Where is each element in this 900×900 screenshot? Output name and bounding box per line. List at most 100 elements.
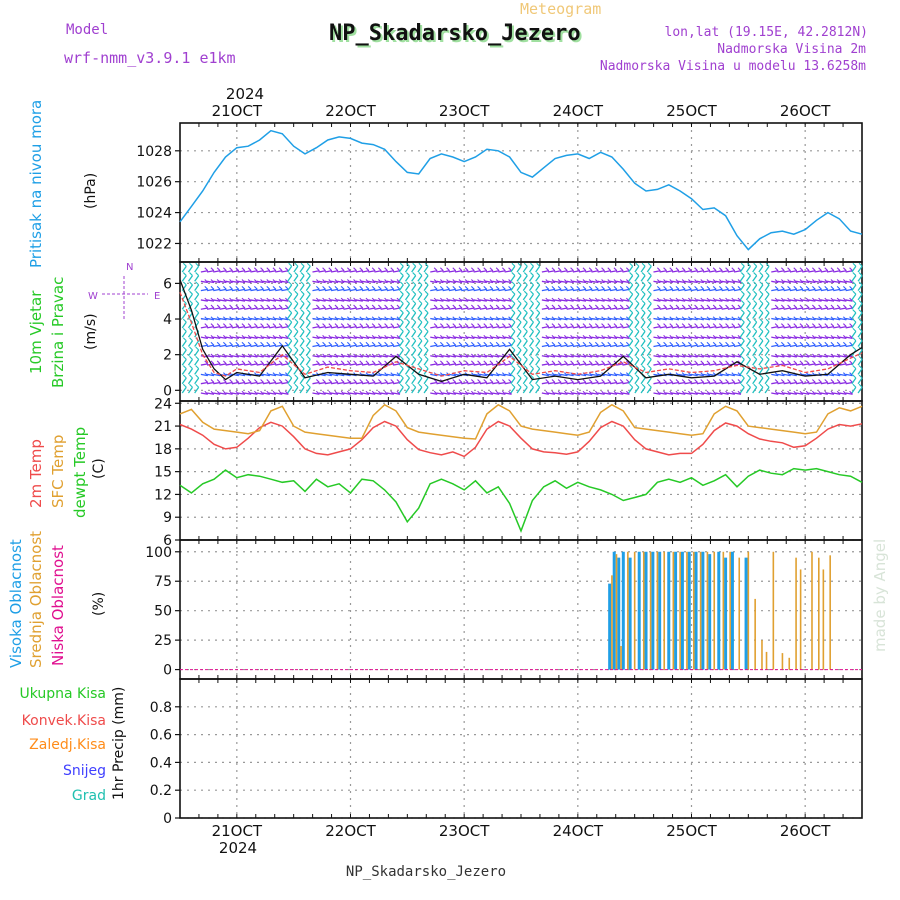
wind-arrow xyxy=(231,336,239,340)
wind-arrow-head xyxy=(818,334,822,339)
wind-arrow xyxy=(404,386,411,394)
wind-arrow xyxy=(547,355,556,358)
ytick-label: 6 xyxy=(163,533,172,549)
wind-arrow xyxy=(187,386,194,394)
wind-arrow-head xyxy=(818,267,822,272)
wind-arrow-head xyxy=(858,355,863,360)
wind-arrow-head xyxy=(647,346,652,351)
wind-arrow-head xyxy=(694,304,698,309)
wind-arrow-head xyxy=(774,360,779,365)
wind-arrow-head xyxy=(576,297,581,302)
wind-arrow xyxy=(293,312,299,319)
wind-arrow xyxy=(696,325,704,329)
wind-arrow-head xyxy=(495,286,500,290)
wind-arrow-head xyxy=(774,316,779,321)
wind-arrow xyxy=(857,312,863,319)
altitude-label: Nadmorska Visina 2m xyxy=(717,42,866,57)
wind-arrow xyxy=(454,299,463,302)
wind-arrow xyxy=(591,373,599,377)
wind-arrow-head xyxy=(694,341,698,346)
wind-arrow-head xyxy=(765,262,770,267)
wind-arrow-head xyxy=(477,341,481,346)
wind-arrow-head xyxy=(551,341,556,346)
wind-arrow xyxy=(442,392,450,395)
wind-arrow-head xyxy=(477,334,481,339)
wind-arrow-head xyxy=(687,360,692,365)
wind-arrow-head xyxy=(424,290,429,295)
wind-arrow xyxy=(609,280,618,284)
wind-arrow-head xyxy=(700,353,705,358)
wind-arrow-head xyxy=(306,328,311,332)
wind-arrow-head xyxy=(551,379,556,383)
wind-arrow xyxy=(721,325,729,329)
wind-arrow xyxy=(653,344,661,348)
ytick-label: 0.2 xyxy=(150,783,172,799)
wind-arrow xyxy=(398,265,404,273)
wind-arrow-head xyxy=(278,379,283,383)
wind-arrow-head xyxy=(508,316,512,321)
wind-arrow xyxy=(187,284,194,291)
wind-arrow xyxy=(653,317,661,321)
ylabel-wind-unit: (m/s) xyxy=(83,313,99,350)
wind-arrow xyxy=(305,321,311,329)
wind-arrow-head xyxy=(619,323,624,328)
wind-arrow xyxy=(324,373,332,377)
wind-arrow xyxy=(504,363,512,366)
wind-arrow-head xyxy=(793,379,798,383)
wind-arrow xyxy=(349,288,357,292)
wind-arrow-head xyxy=(390,316,395,321)
wind-arrow-head xyxy=(635,355,640,360)
wind-arrow-head xyxy=(740,262,745,267)
wind-arrow xyxy=(448,336,456,340)
wind-arrow-head xyxy=(641,346,646,351)
wind-arrow xyxy=(603,344,611,348)
wind-arrow xyxy=(795,317,804,321)
wind-arrow xyxy=(783,270,791,273)
wind-arrow-head xyxy=(601,279,605,283)
ytick-label: 24 xyxy=(154,396,172,412)
wind-arrow-head xyxy=(328,323,333,328)
wind-arrow xyxy=(510,312,516,319)
wind-arrow-head xyxy=(346,341,351,346)
wind-arrow xyxy=(622,317,630,321)
wind-arrow xyxy=(739,368,745,375)
wind-arrow xyxy=(244,299,252,302)
wind-arrow xyxy=(609,270,618,273)
wind-arrow xyxy=(585,270,593,273)
wind-arrow xyxy=(498,392,506,395)
wind-arrow xyxy=(696,280,704,284)
wind-arrow-head xyxy=(424,300,429,304)
wind-arrow-head xyxy=(740,337,745,342)
wind-arrow-head xyxy=(588,334,593,339)
wind-arrow-head xyxy=(253,316,258,321)
wind-arrow xyxy=(411,358,417,366)
wind-arrow-head xyxy=(830,379,835,383)
year-bottom: 2024 xyxy=(219,839,257,857)
wind-arrow-head xyxy=(663,286,667,290)
wind-arrow-head xyxy=(508,304,512,309)
wind-arrow-head xyxy=(780,334,785,339)
wind-arrow-head xyxy=(799,267,804,272)
wind-arrow xyxy=(237,317,246,321)
wind-arrow xyxy=(330,299,339,302)
wind-arrow xyxy=(808,344,816,348)
wind-arrow-head xyxy=(501,334,506,339)
ytick-label: 0.8 xyxy=(150,700,172,716)
wind-arrow-head xyxy=(204,379,209,383)
wind-arrow xyxy=(287,284,293,291)
wind-arrow xyxy=(745,386,752,394)
wind-arrow xyxy=(616,344,624,348)
wind-arrow xyxy=(585,288,593,292)
wind-arrow xyxy=(423,312,429,319)
wind-arrow-head xyxy=(229,316,233,321)
wind-arrow-head xyxy=(570,360,574,365)
wind-arrow xyxy=(485,392,494,395)
wind-arrow xyxy=(448,344,456,348)
wind-arrow-head xyxy=(759,262,764,267)
wind-arrow-head xyxy=(495,316,500,321)
wind-arrow xyxy=(287,265,293,273)
wind-arrow-head xyxy=(517,318,522,323)
wind-arrow xyxy=(200,392,208,395)
wind-arrow xyxy=(461,344,469,348)
wind-arrow-head xyxy=(700,372,705,376)
